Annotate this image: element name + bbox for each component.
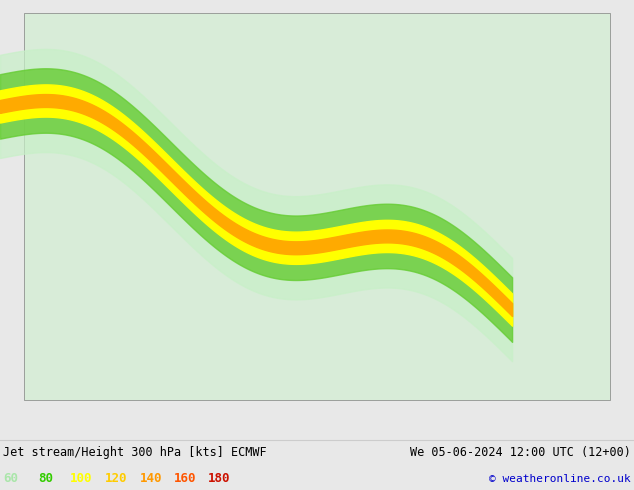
Text: 100: 100 <box>70 472 92 485</box>
Text: 140: 140 <box>139 472 162 485</box>
Text: 80: 80 <box>38 472 53 485</box>
Text: 60: 60 <box>3 472 18 485</box>
Text: We 05-06-2024 12:00 UTC (12+00): We 05-06-2024 12:00 UTC (12+00) <box>410 446 631 460</box>
Text: 180: 180 <box>208 472 230 485</box>
Text: © weatheronline.co.uk: © weatheronline.co.uk <box>489 474 631 484</box>
Text: 160: 160 <box>174 472 197 485</box>
Text: Jet stream/Height 300 hPa [kts] ECMWF: Jet stream/Height 300 hPa [kts] ECMWF <box>3 446 267 460</box>
Text: 120: 120 <box>105 472 127 485</box>
Bar <box>24 13 610 400</box>
